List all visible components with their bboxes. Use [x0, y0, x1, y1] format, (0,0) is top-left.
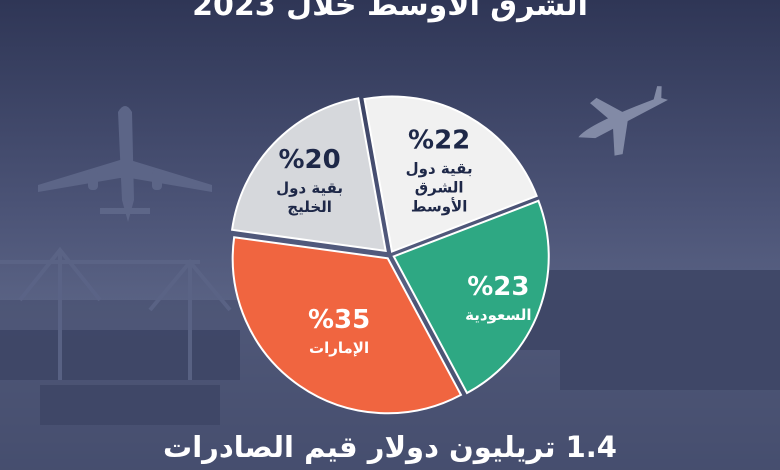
slice-value-label: %35 [308, 305, 370, 335]
pie-slice [392, 199, 550, 395]
page-title: الشرق الأوسط خلال 2023 [192, 0, 588, 23]
crane-icon [0, 246, 232, 380]
slice-category-label: الخليج [287, 198, 332, 216]
slice-category-label: بقية دول [276, 179, 343, 197]
pie-slice [231, 236, 463, 415]
slice-category-label: السعودية [465, 306, 531, 324]
airplane-icon [578, 86, 668, 156]
slice-category-label: الإمارات [309, 339, 369, 357]
slice-category-label: الشرق [415, 178, 464, 196]
slice-category-label: بقية دول [406, 159, 473, 177]
airplane-icon [38, 106, 212, 222]
slice-category-label: الأوسط [411, 197, 467, 215]
slice-value-label: %23 [467, 272, 529, 302]
footer-caption: 1.4 تريليون دولار قيم الصادرات [163, 430, 617, 464]
slice-value-label: %22 [408, 125, 470, 155]
slice-value-label: %20 [278, 145, 340, 175]
pie-slice [363, 95, 538, 253]
pie-slice [230, 97, 387, 253]
